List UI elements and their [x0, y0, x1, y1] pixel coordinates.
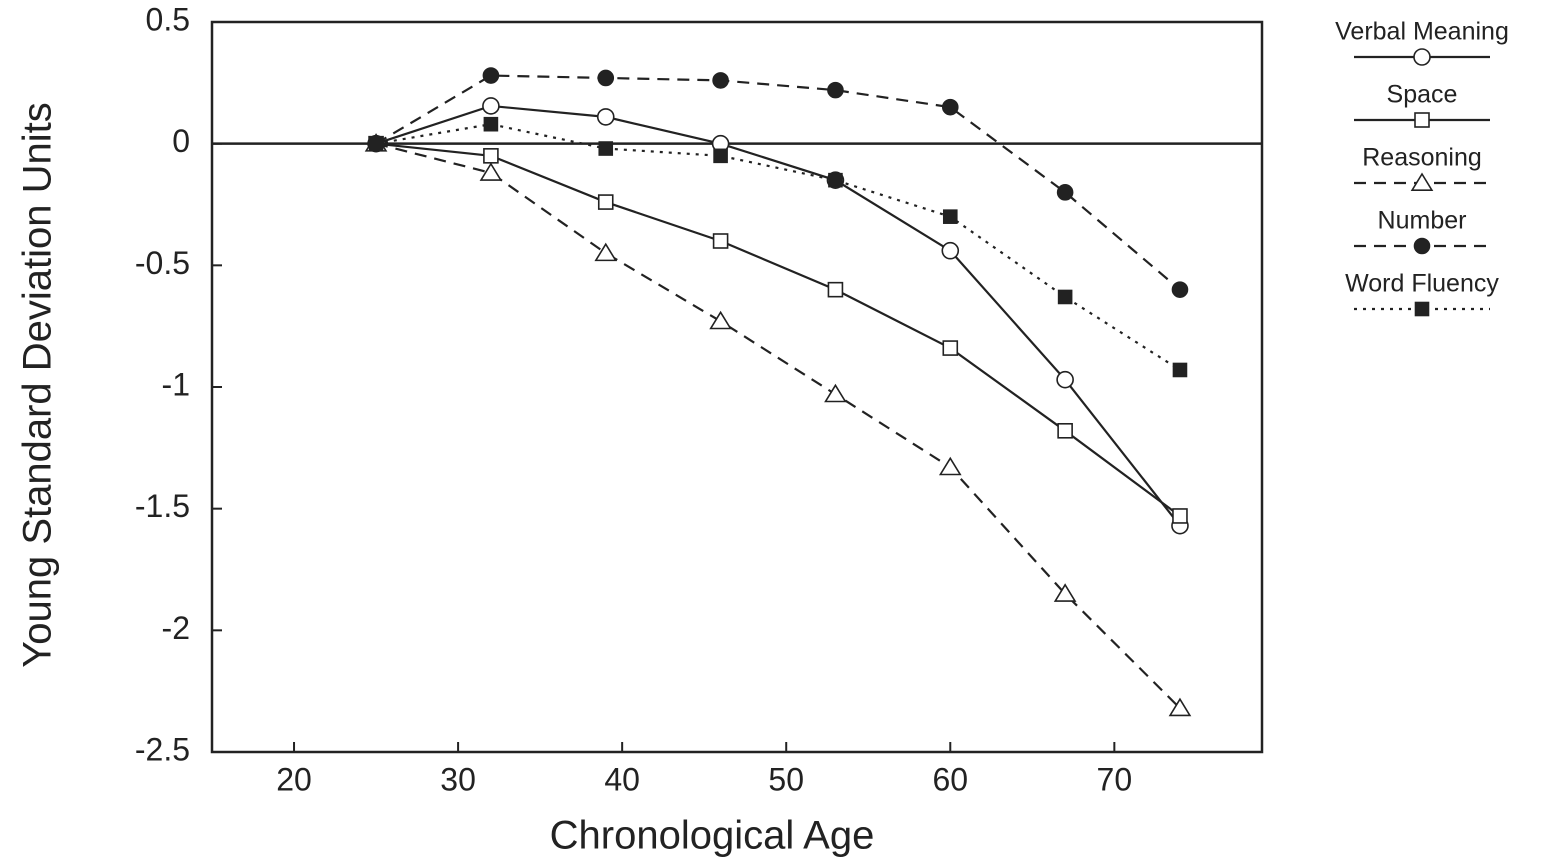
marker — [598, 141, 614, 156]
marker — [1171, 281, 1189, 298]
marker — [938, 456, 962, 476]
marker — [1413, 237, 1431, 255]
legend-label: Number — [1378, 207, 1467, 235]
marker — [1056, 184, 1074, 201]
series-line — [375, 74, 1181, 291]
marker — [594, 242, 618, 262]
marker — [482, 67, 500, 84]
x-tick-label: 70 — [1097, 761, 1133, 797]
marker — [942, 340, 959, 356]
marker — [1168, 697, 1192, 717]
y-tick-label: -2 — [162, 610, 190, 646]
marker — [1053, 583, 1077, 602]
marker — [597, 194, 614, 210]
marker — [1172, 508, 1188, 524]
marker — [712, 233, 729, 249]
x-tick-label: 50 — [768, 761, 804, 797]
marker — [827, 81, 844, 99]
marker — [1414, 112, 1430, 128]
series-line — [375, 104, 1181, 527]
x-tick-label: 40 — [604, 761, 640, 797]
marker — [1057, 289, 1073, 305]
marker — [1413, 48, 1431, 66]
y-tick-label: 0 — [172, 123, 190, 159]
marker — [824, 383, 847, 403]
y-tick-label: -1 — [162, 366, 190, 402]
marker — [942, 209, 958, 224]
marker — [1414, 301, 1430, 317]
marker — [1056, 370, 1074, 389]
series-line — [375, 142, 1181, 517]
marker — [713, 148, 728, 164]
marker — [709, 310, 732, 330]
marker — [827, 281, 844, 298]
x-tick-label: 30 — [440, 761, 476, 797]
marker — [941, 98, 959, 116]
y-tick-label: -0.5 — [135, 245, 190, 281]
legend-label: Space — [1387, 81, 1458, 109]
marker — [828, 172, 843, 188]
y-tick-label: -1.5 — [135, 488, 190, 524]
y-axis-label: Young Standard Deviation Units — [16, 102, 60, 668]
plot-frame — [210, 20, 1264, 754]
marker — [483, 116, 499, 132]
y-tick-label: -2.5 — [135, 731, 190, 767]
x-axis-label: Chronological Age — [550, 814, 875, 858]
marker — [596, 108, 615, 126]
marker — [482, 97, 500, 115]
y-tick-label: 0.5 — [146, 1, 190, 37]
marker — [479, 162, 503, 181]
series-line — [375, 123, 1181, 371]
marker — [712, 72, 729, 89]
marker — [368, 136, 384, 151]
legend-label: Verbal Meaning — [1335, 18, 1509, 46]
marker — [597, 69, 615, 87]
marker — [483, 148, 499, 164]
marker — [1410, 172, 1434, 191]
legend-label: Reasoning — [1362, 144, 1482, 172]
series-line — [375, 142, 1181, 709]
x-tick-label: 20 — [276, 761, 312, 797]
marker — [1057, 422, 1073, 439]
x-tick-label: 60 — [932, 761, 968, 797]
legend-label: Word Fluency — [1345, 270, 1499, 298]
marker — [941, 241, 960, 260]
marker — [1172, 362, 1188, 378]
